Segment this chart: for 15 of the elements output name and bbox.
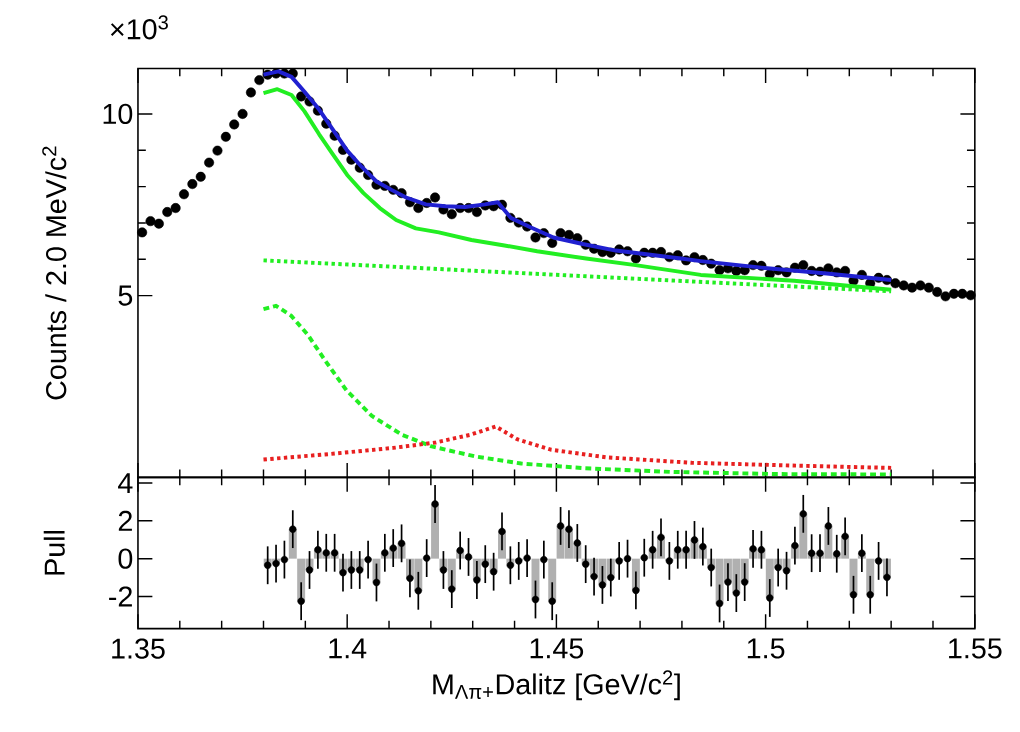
x-tick-label: 1.5 xyxy=(747,638,785,659)
y-tick-label: 2 xyxy=(118,510,132,531)
x-tick-label: 1.4 xyxy=(329,638,367,659)
x-tick-label: 1.35 xyxy=(112,638,165,659)
x-axis-title: M$_{Λπ+}$Dalitz [GeV/c$^{2}$] xyxy=(433,670,680,701)
x-tick-label: 1.45 xyxy=(530,638,584,659)
text: ×10$^{3}$ xyxy=(110,15,168,40)
y-axis-title: Counts / 2.0 MeV/c$^{2}$ xyxy=(42,146,67,400)
y-tick-label: 4 xyxy=(118,473,133,494)
y-tick-label: 10 xyxy=(103,103,133,125)
y-tick-label: -2 xyxy=(109,586,132,607)
y-axis-title: Pull xyxy=(43,531,65,575)
y-tick-label: 0 xyxy=(118,548,133,569)
y-tick-label: 5 xyxy=(118,285,133,306)
x-tick-label: 1.55 xyxy=(949,638,1002,659)
